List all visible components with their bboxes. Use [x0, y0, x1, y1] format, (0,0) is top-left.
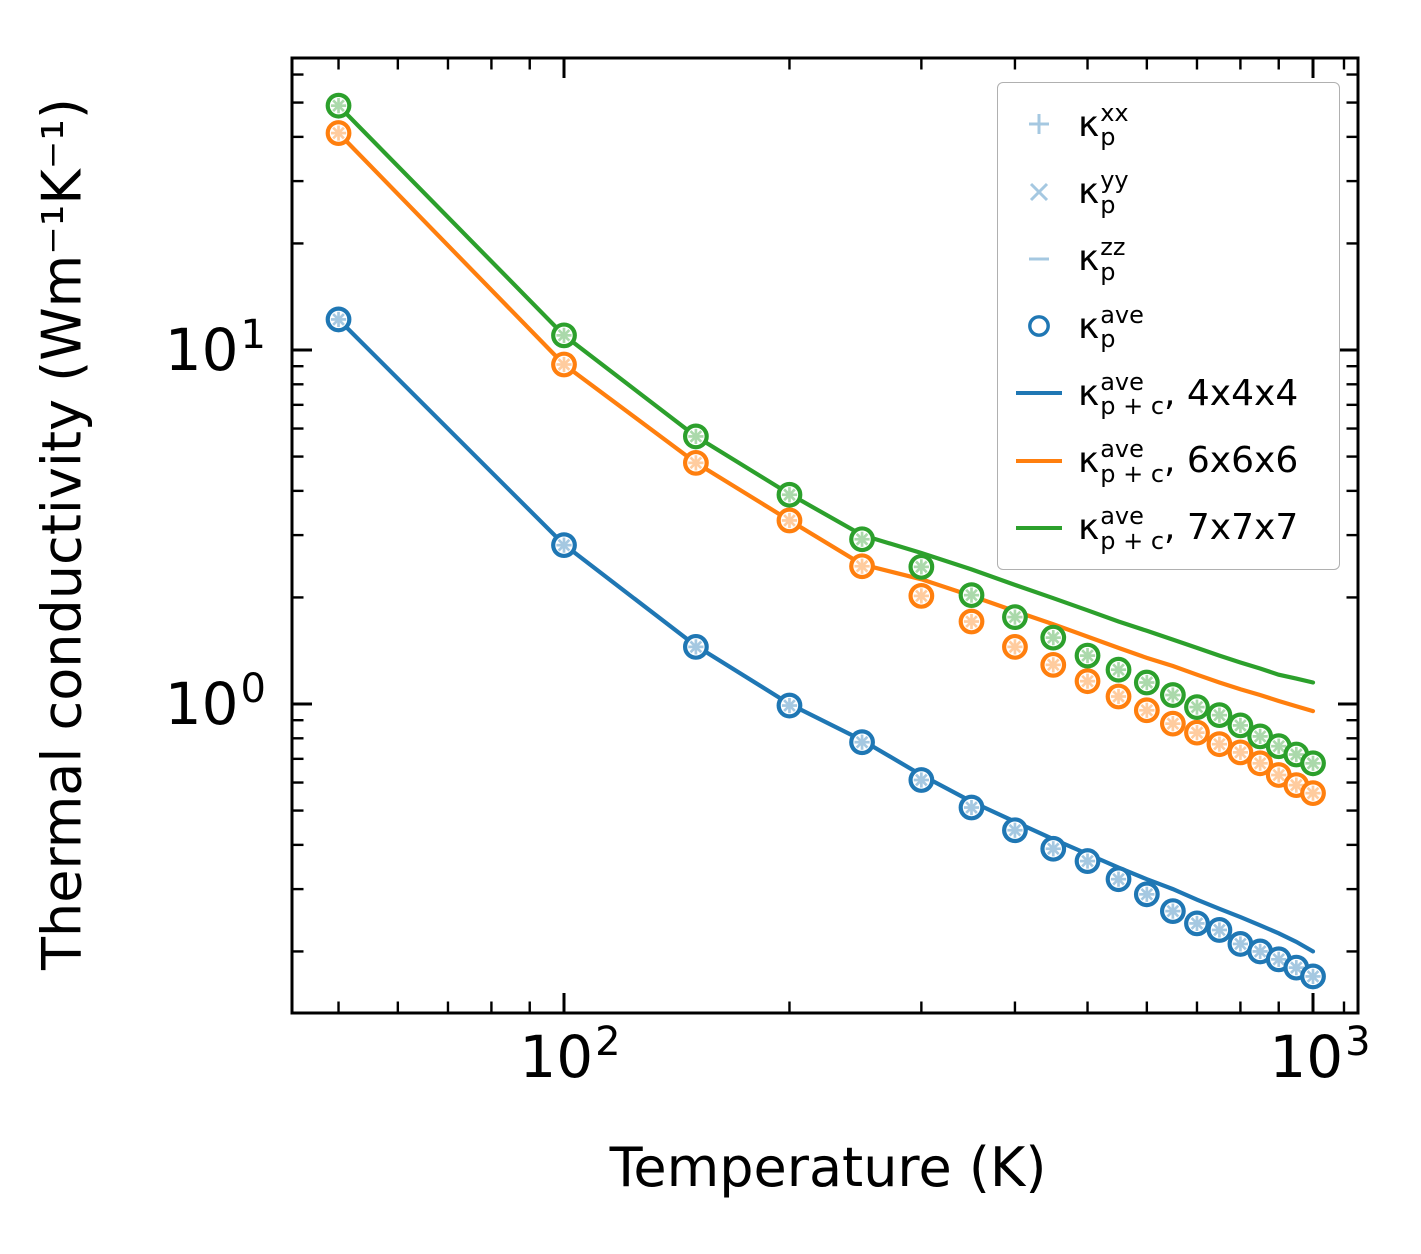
legend-item-label: κ xx p	[1078, 98, 1129, 152]
dash-marker-icon	[1029, 257, 1049, 261]
x-tick-exponent: 3	[1345, 1019, 1371, 1065]
legend-item-kappa-p-c-ave-4x4x4: κ ave p + c, 4x4x4	[1006, 361, 1339, 425]
y-tick-label-10e1: 101	[165, 315, 266, 379]
legend-item-label: κ ave p + c, 4x4x4	[1078, 367, 1299, 421]
legend-item-kappa-p-zz: κ zz p	[1006, 227, 1339, 291]
y-tick-exponent: 0	[240, 666, 266, 712]
orange-line-marker-icon	[1016, 458, 1062, 463]
legend-item-kappa-p-xx: κ xx p	[1006, 92, 1339, 156]
y-tick-exponent: 1	[240, 312, 266, 358]
x-tick-base: 10	[519, 1023, 594, 1091]
legend-item-label: κ ave p	[1078, 300, 1144, 353]
y-tick-base: 10	[164, 316, 239, 384]
green-line-marker-icon	[1016, 525, 1062, 530]
legend-item-label: κ yy p	[1078, 166, 1129, 219]
axis-ticks	[292, 58, 1358, 1013]
series-line--p-c-ave-4x4x4-line-	[336, 317, 1316, 954]
legend-item-kappa-p-c-ave-6x6x6: κ ave p + c, 6x6x6	[1006, 429, 1339, 493]
legend-item-kappa-p-yy: κ yy p	[1006, 160, 1339, 224]
plus-marker-icon	[1029, 114, 1049, 135]
legend-item-label: κ zz p	[1078, 233, 1126, 286]
y-tick-base: 10	[164, 670, 239, 738]
x-axis-label: Temperature (K)	[609, 1136, 1047, 1199]
series-line--p-c-ave-6x6x6-line-	[336, 131, 1316, 714]
cross-marker-icon	[1029, 182, 1049, 201]
series-line--p-c-ave-7x7x7-line-	[336, 103, 1316, 685]
y-tick-label-10e0: 100	[165, 669, 266, 733]
legend-item-kappa-p-ave: κ ave p	[1006, 294, 1339, 358]
x-tick-base: 10	[1269, 1023, 1344, 1091]
series-markers--p-ave-4x4x4-circles-	[325, 306, 1326, 990]
circle-marker-icon	[1028, 315, 1050, 337]
legend-item-label: κ ave p + c, 7x7x7	[1078, 502, 1299, 555]
series-markers--p-ave-6x6x6-circles-	[325, 120, 1326, 807]
x-tick-label-10e3: 103	[1269, 1022, 1370, 1086]
x-tick-exponent: 2	[595, 1019, 621, 1065]
legend-item-kappa-p-c-ave-7x7x7: κ ave p + c, 7x7x7	[1006, 496, 1339, 560]
series-markers--p-ave-7x7x7-circles-	[325, 92, 1326, 777]
legend-item-label: κ ave p + c, 6x6x6	[1078, 435, 1299, 488]
blue-line-marker-icon	[1016, 391, 1062, 396]
x-tick-label-10e2: 102	[519, 1022, 620, 1086]
y-axis-label: Thermal conductivity (Wm⁻¹K⁻¹)	[30, 98, 94, 970]
